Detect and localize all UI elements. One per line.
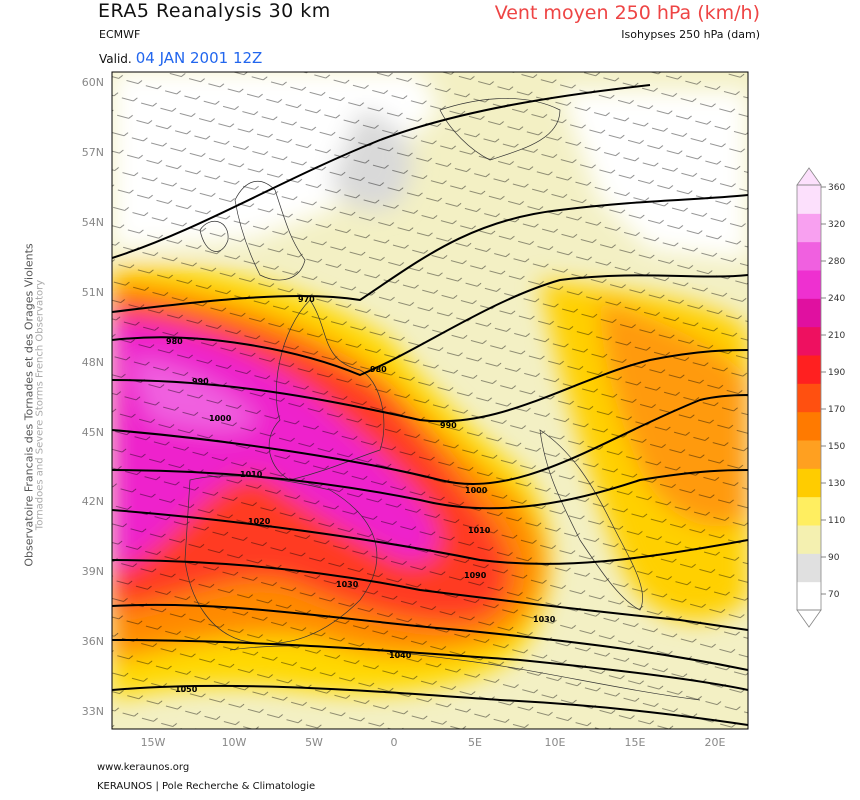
contour-label: 980 — [166, 337, 183, 346]
colorbar-segment — [797, 241, 821, 271]
colorbar-segment — [797, 270, 821, 299]
colorbar-segment — [797, 440, 821, 469]
data-source: ECMWF — [99, 28, 141, 41]
contour-line — [112, 603, 748, 671]
colorbar-segment — [797, 496, 821, 526]
contour-label: 980 — [370, 365, 387, 374]
great-britain-outline — [234, 180, 306, 281]
map-title: ERA5 Reanalysis 30 km — [98, 0, 331, 22]
lon-label: 10E — [545, 736, 566, 749]
valid-label: Valid. — [99, 52, 132, 66]
lon-label: 5W — [305, 736, 323, 749]
colorbar-segment — [797, 553, 821, 583]
colorbar-segment — [797, 185, 821, 214]
contour-label: 1050 — [175, 685, 198, 694]
iberia-outline — [184, 475, 378, 644]
contour-label: 1040 — [389, 651, 412, 660]
colorbar-segment — [797, 383, 821, 413]
colorbar-tick-label: 110 — [828, 516, 845, 526]
colorbar-tick-label: 280 — [828, 257, 845, 267]
valid-value: 04 JAN 2001 12Z — [135, 49, 263, 67]
colorbar-tick-label: 320 — [828, 220, 845, 230]
colorbar-tick-label: 90 — [828, 553, 840, 563]
lon-label: 0 — [391, 736, 398, 749]
isohypses — [112, 84, 748, 726]
contour-line — [112, 84, 651, 259]
colorbar-top-arrow — [796, 167, 822, 186]
contour-label: 1090 — [464, 571, 487, 580]
contour-line — [112, 274, 748, 377]
lat-label: 42N — [82, 495, 104, 508]
colorbar-segment — [797, 525, 821, 554]
contour-line — [112, 394, 748, 485]
lon-label: 15W — [141, 736, 166, 749]
latitude-axis: 60N 57N 54N 51N 48N 45N 42N 39N 36N 33N — [82, 76, 104, 718]
lat-label: 51N — [82, 286, 104, 299]
contour-line — [112, 349, 748, 423]
colorbar-tick-label: 170 — [828, 405, 845, 415]
contour-label: 1030 — [336, 580, 359, 589]
colorbar-tick-label: 70 — [828, 590, 840, 600]
colorbar-segment — [797, 581, 821, 611]
contour-label: 1000 — [209, 414, 232, 423]
france-outline — [268, 299, 385, 481]
colorbar-segment — [797, 355, 821, 384]
lat-label: 54N — [82, 216, 104, 229]
parameter-title: Vent moyen 250 hPa (km/h) — [494, 2, 760, 24]
lat-label: 57N — [82, 146, 104, 159]
colorbar-frame — [796, 184, 822, 611]
footer-website: www.keraunos.org — [97, 762, 190, 773]
colorbar-bottom-arrow — [796, 609, 822, 628]
contour-line — [112, 509, 748, 565]
footer-org: KERAUNOS | Pole Recherche & Climatologie — [97, 781, 316, 792]
colorbar-tick-label: 210 — [828, 331, 845, 341]
contour-line — [112, 469, 748, 510]
colorbar-ticks: 360 320 280 240 210 190 170 150 130 110 90 70 — [821, 183, 845, 600]
contour-label: 990 — [192, 377, 209, 386]
colorbar-tick-label: 150 — [828, 442, 845, 452]
colorbar-segments — [797, 185, 821, 611]
lat-label: 36N — [82, 635, 104, 648]
lon-label: 20E — [705, 736, 726, 749]
contour-line — [112, 639, 748, 691]
contour-label: 1010 — [240, 470, 263, 479]
contour-label: 1000 — [465, 486, 488, 495]
italy-outline — [539, 429, 644, 611]
scandinavia-outline — [439, 98, 561, 161]
colorbar-segment — [797, 468, 821, 498]
valid-time: Valid. 04 JAN 2001 12Z — [99, 49, 262, 67]
lat-label: 33N — [82, 705, 104, 718]
lat-label: 39N — [82, 565, 104, 578]
contour-label: 1030 — [533, 615, 556, 624]
map-frame — [111, 71, 749, 730]
lon-label: 15E — [625, 736, 646, 749]
lat-label: 45N — [82, 426, 104, 439]
lat-label: 60N — [82, 76, 104, 89]
lat-label: 48N — [82, 356, 104, 369]
colorbar-tick-label: 240 — [828, 294, 845, 304]
lon-label: 5E — [468, 736, 482, 749]
colorbar-segment — [797, 326, 821, 356]
contour-info: Isohypses 250 hPa (dam) — [621, 28, 760, 41]
contour-line — [112, 559, 748, 631]
contour-label: 990 — [440, 421, 457, 430]
colorbar-segment — [797, 213, 821, 243]
wind-speed-field — [112, 72, 748, 729]
colorbar-segment — [797, 298, 821, 328]
lon-label: 10W — [222, 736, 247, 749]
contour-label: 970 — [298, 295, 315, 304]
colorbar-tick-label: 130 — [828, 479, 845, 489]
wind-barbs — [112, 72, 748, 729]
contour-line — [112, 684, 748, 726]
colorbar: 360 320 280 240 210 190 170 150 130 110 90 70 — [796, 167, 845, 628]
colorbar-tick-label: 190 — [828, 368, 845, 378]
longitude-axis: 15W 10W 5W 0 5E 10E 15E 20E — [141, 736, 726, 749]
colorbar-segment — [797, 411, 821, 441]
colorbar-tick-label: 360 — [828, 183, 845, 193]
contour-labels: 970 980 980 990 990 1000 1000 1010 1010 … — [166, 295, 556, 694]
contour-label: 1020 — [248, 517, 271, 526]
contour-label: 1010 — [468, 526, 491, 535]
contour-line — [112, 194, 748, 313]
